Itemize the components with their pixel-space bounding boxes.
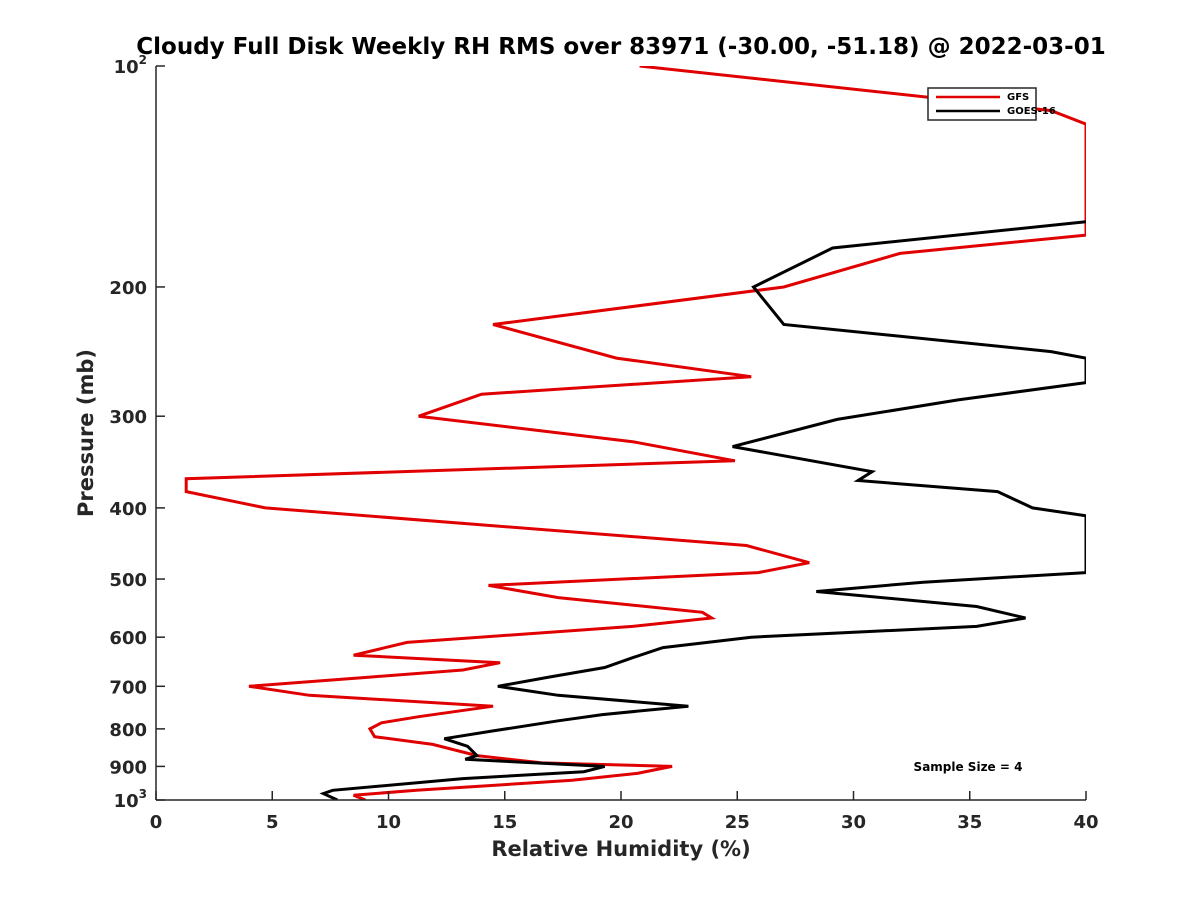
x-tick-label: 15: [492, 812, 517, 833]
series-layer: [184, 66, 1086, 800]
y-axis-label: Pressure (mb): [74, 349, 98, 517]
y-tick-label: 800: [109, 720, 147, 741]
y-tick-label: 700: [109, 677, 147, 698]
legend: GFS GOES-16: [927, 87, 1056, 121]
y-tick-label: 500: [109, 570, 147, 591]
x-axis-label: Relative Humidity (%): [491, 837, 750, 861]
legend-label-goes16: GOES-16: [1007, 106, 1056, 117]
series-line-gfs: [184, 66, 1086, 800]
y-tick-label: 900: [109, 757, 147, 778]
y-tick-label: 200: [109, 278, 147, 299]
y-tick-label: 400: [109, 499, 147, 520]
x-tick-label: 30: [841, 812, 866, 833]
x-tick-label: 25: [725, 812, 750, 833]
y-tick-label: 102: [114, 53, 147, 78]
y-ticks: 102 200 300 400 500 600 700 800 900 103: [109, 53, 165, 812]
legend-label-gfs: GFS: [1007, 92, 1029, 103]
y-tick-label: 103: [114, 787, 147, 812]
sample-size-annotation: Sample Size = 4: [914, 760, 1023, 774]
x-tick-label: 20: [608, 812, 633, 833]
x-tick-label: 40: [1073, 812, 1098, 833]
y-tick-label: 300: [109, 407, 147, 428]
x-tick-label: 0: [150, 812, 163, 833]
y-tick-label: 600: [109, 628, 147, 649]
x-ticks: 0 5 10 15 20 25 30 35 40: [150, 791, 1099, 833]
x-tick-label: 5: [266, 812, 279, 833]
chart-title: Cloudy Full Disk Weekly RH RMS over 8397…: [136, 34, 1105, 60]
legend-box: [927, 87, 1037, 121]
plot-frame: [156, 66, 1086, 800]
series-line-goes16: [319, 220, 1086, 800]
x-tick-label: 35: [957, 812, 982, 833]
x-tick-label: 10: [376, 812, 401, 833]
